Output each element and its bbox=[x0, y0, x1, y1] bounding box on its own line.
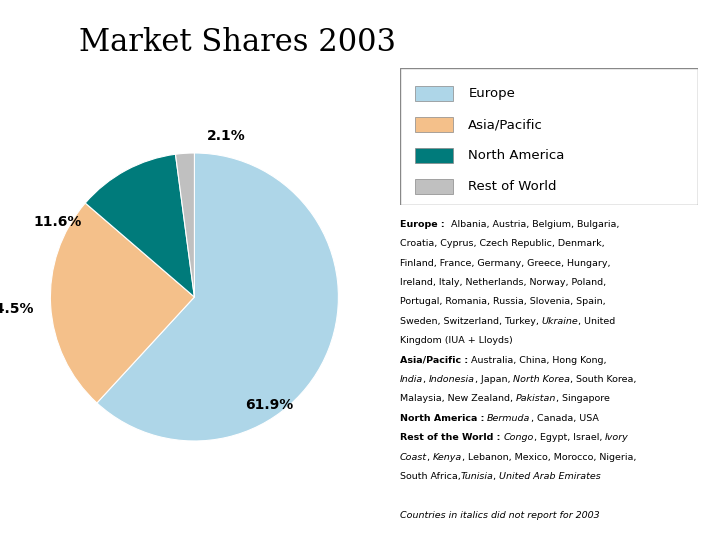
Text: Australia, China, Hong Kong,: Australia, China, Hong Kong, bbox=[471, 355, 606, 364]
Text: Portugal, Romania, Russia, Slovenia, Spain,: Portugal, Romania, Russia, Slovenia, Spa… bbox=[400, 298, 606, 306]
Text: Europe :: Europe : bbox=[400, 220, 451, 229]
Bar bbox=[415, 179, 454, 194]
Text: , Singapore: , Singapore bbox=[556, 394, 610, 403]
Bar bbox=[415, 148, 454, 163]
Text: 2.1%: 2.1% bbox=[207, 129, 246, 143]
FancyBboxPatch shape bbox=[400, 68, 698, 205]
Wedge shape bbox=[97, 153, 338, 441]
Wedge shape bbox=[176, 153, 194, 297]
Text: North America: North America bbox=[468, 149, 564, 162]
Text: 61.9%: 61.9% bbox=[245, 398, 294, 412]
Text: Indonesia: Indonesia bbox=[429, 375, 475, 384]
Text: , Egypt, Israel,: , Egypt, Israel, bbox=[534, 433, 605, 442]
Text: Market Shares 2003: Market Shares 2003 bbox=[79, 27, 396, 58]
Text: Rest of the World :: Rest of the World : bbox=[400, 433, 503, 442]
Text: Asia/Pacific: Asia/Pacific bbox=[468, 118, 543, 131]
Text: North Korea: North Korea bbox=[513, 375, 570, 384]
Text: Europe: Europe bbox=[468, 87, 516, 100]
Text: , South Korea,: , South Korea, bbox=[570, 375, 636, 384]
Text: 11.6%: 11.6% bbox=[33, 215, 82, 229]
Text: Kenya: Kenya bbox=[433, 453, 462, 462]
Wedge shape bbox=[85, 154, 194, 297]
Text: 24.5%: 24.5% bbox=[0, 301, 35, 315]
Text: Tunisia: Tunisia bbox=[460, 472, 493, 481]
Text: , United: , United bbox=[578, 317, 616, 326]
Text: Ireland, Italy, Netherlands, Norway, Poland,: Ireland, Italy, Netherlands, Norway, Pol… bbox=[400, 278, 606, 287]
Text: Pakistan: Pakistan bbox=[516, 394, 556, 403]
Text: , Japan,: , Japan, bbox=[475, 375, 513, 384]
Text: Sweden, Switzerland, Turkey,: Sweden, Switzerland, Turkey, bbox=[400, 317, 541, 326]
Text: North America :: North America : bbox=[400, 414, 487, 423]
Text: Albania, Austria, Belgium, Bulgaria,: Albania, Austria, Belgium, Bulgaria, bbox=[451, 220, 619, 229]
Text: Croatia, Cyprus, Czech Republic, Denmark,: Croatia, Cyprus, Czech Republic, Denmark… bbox=[400, 239, 604, 248]
Text: Countries in italics did not report for 2003: Countries in italics did not report for … bbox=[400, 511, 599, 519]
Text: , Lebanon, Mexico, Morocco, Nigeria,: , Lebanon, Mexico, Morocco, Nigeria, bbox=[462, 453, 636, 462]
Text: Finland, France, Germany, Greece, Hungary,: Finland, France, Germany, Greece, Hungar… bbox=[400, 259, 610, 268]
Text: , Canada, USA: , Canada, USA bbox=[531, 414, 598, 423]
Text: Coast: Coast bbox=[400, 453, 427, 462]
Text: Malaysia, New Zealand,: Malaysia, New Zealand, bbox=[400, 394, 516, 403]
Wedge shape bbox=[50, 203, 194, 403]
Text: ,: , bbox=[493, 472, 499, 481]
Text: India: India bbox=[400, 375, 423, 384]
Text: Rest of World: Rest of World bbox=[468, 180, 557, 193]
Text: Kingdom (IUA + Lloyds): Kingdom (IUA + Lloyds) bbox=[400, 336, 513, 345]
Text: Asia/Pacific :: Asia/Pacific : bbox=[400, 355, 471, 364]
Text: Ukraine: Ukraine bbox=[541, 317, 578, 326]
Text: Bermuda: Bermuda bbox=[487, 414, 531, 423]
Text: Congo: Congo bbox=[503, 433, 534, 442]
Text: Ivory: Ivory bbox=[605, 433, 629, 442]
Text: United Arab Emirates: United Arab Emirates bbox=[499, 472, 601, 481]
Bar bbox=[415, 117, 454, 132]
Text: South Africa,: South Africa, bbox=[400, 472, 460, 481]
Text: ,: , bbox=[427, 453, 433, 462]
Bar bbox=[415, 86, 454, 101]
Text: ,: , bbox=[423, 375, 429, 384]
